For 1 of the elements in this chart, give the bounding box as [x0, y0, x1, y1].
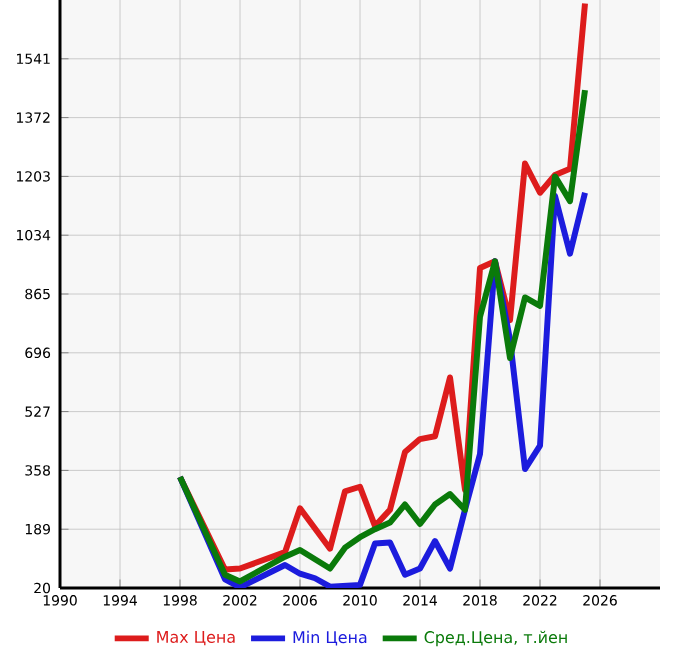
line-series — [177, 87, 588, 585]
